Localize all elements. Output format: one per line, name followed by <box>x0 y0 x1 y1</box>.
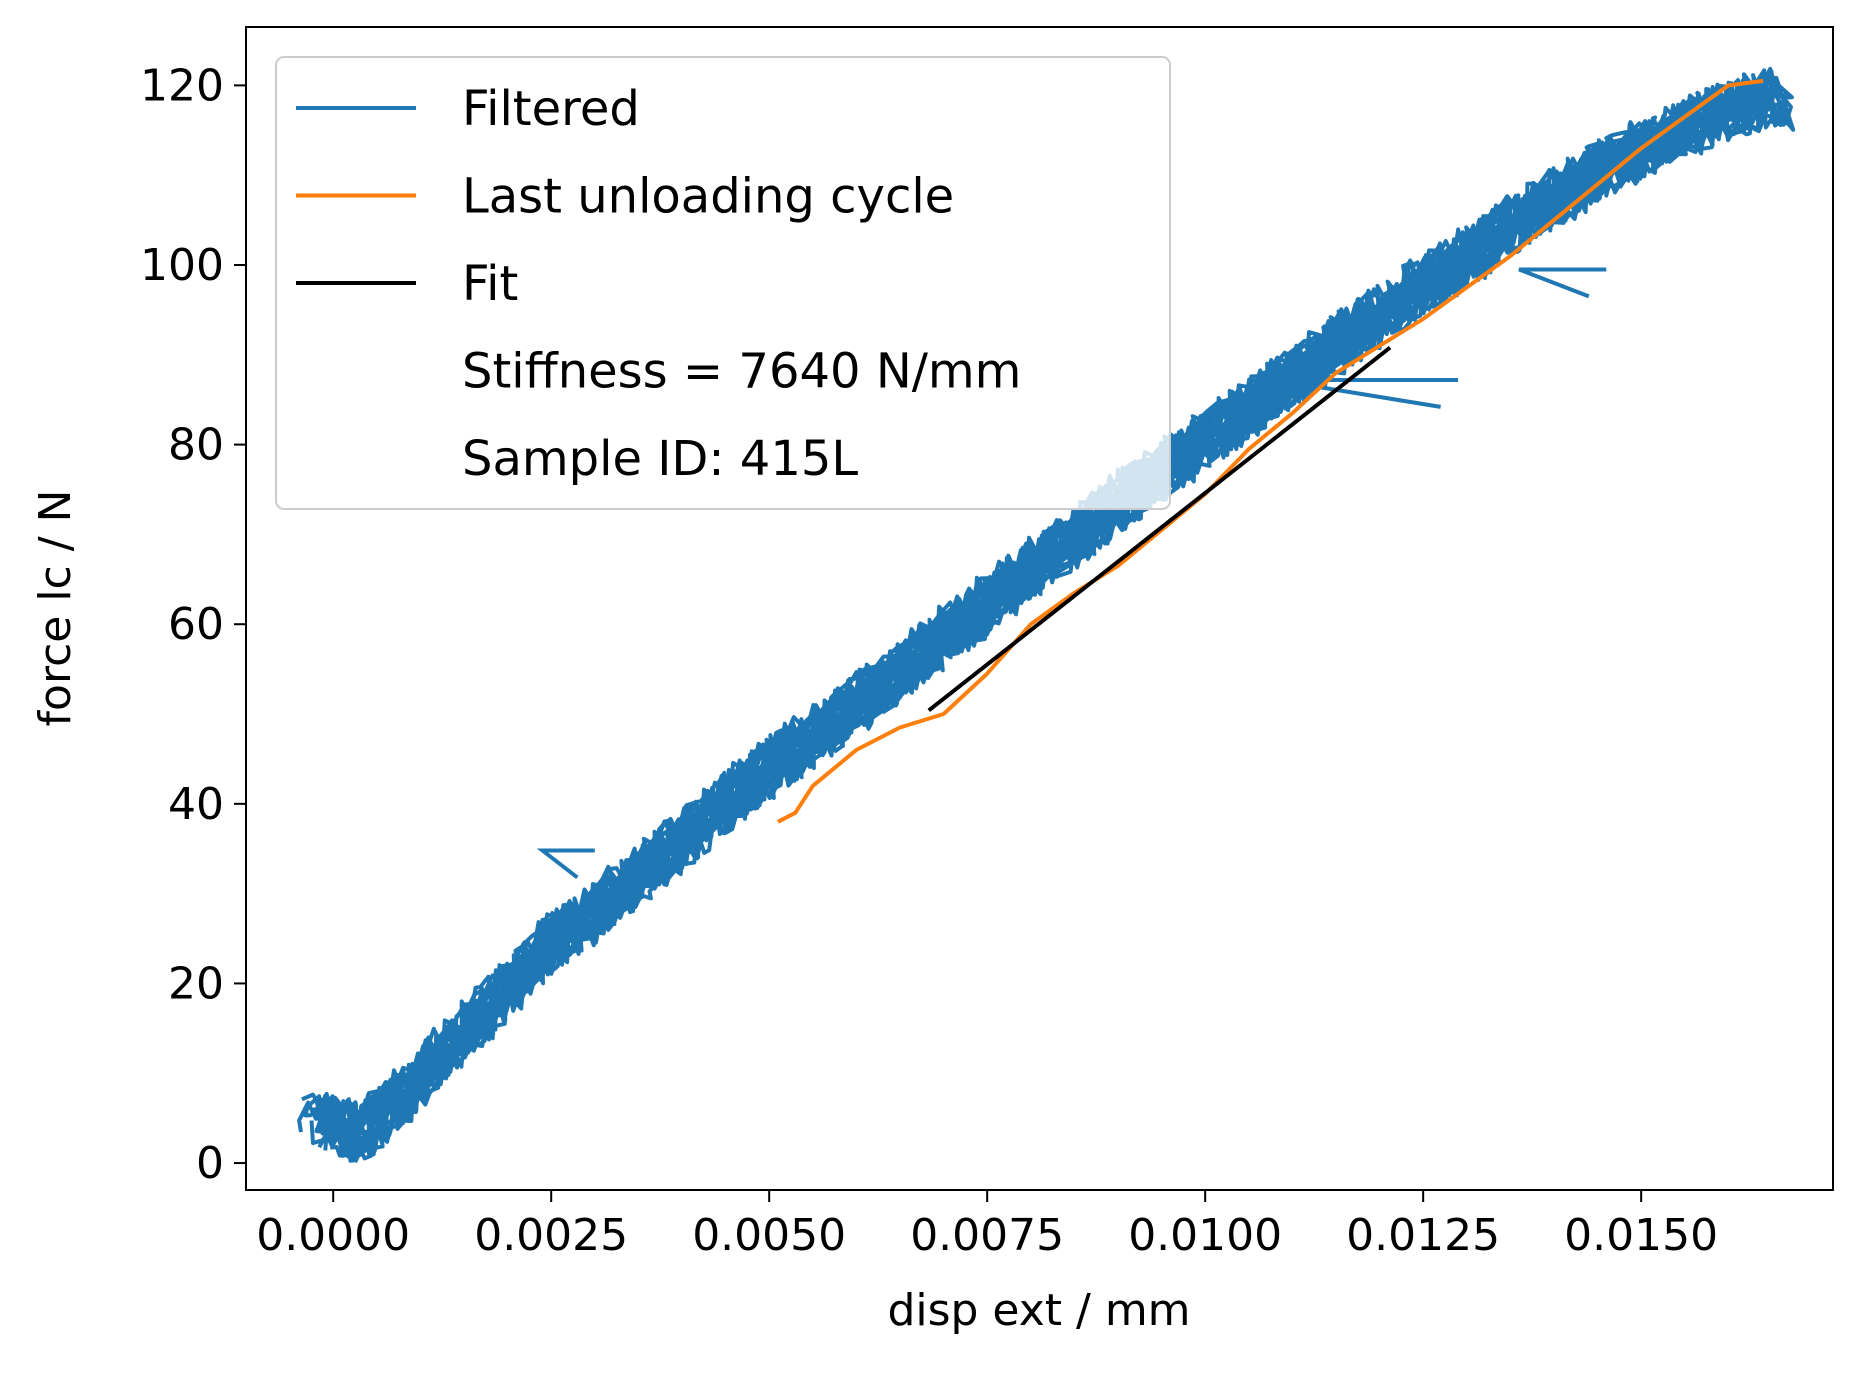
y-tick-label: 60 <box>168 599 224 650</box>
x-tick-label: 0.0100 <box>1128 1210 1282 1261</box>
x-tick-label: 0.0150 <box>1564 1210 1718 1261</box>
x-tick-label: 0.0125 <box>1346 1210 1500 1261</box>
x-axis-label: disp ext / mm <box>887 1285 1190 1336</box>
legend-label: Filtered <box>462 81 640 137</box>
y-axis-label: force lc / N <box>30 490 81 727</box>
filtered-spike-line <box>536 848 595 880</box>
legend-label: Sample ID: 415L <box>462 431 858 487</box>
fit-layer <box>927 346 1392 713</box>
x-tick-label: 0.0050 <box>692 1210 846 1261</box>
legend-label: Last unloading cycle <box>462 169 954 225</box>
y-tick-label: 40 <box>168 779 224 830</box>
filtered-cycle-line <box>332 69 1796 1156</box>
y-tick-label: 80 <box>168 420 224 471</box>
filtered-spike-line <box>1518 267 1607 299</box>
last-unloading-line <box>776 78 1764 824</box>
fit-line <box>927 346 1392 713</box>
legend-label: Fit <box>462 256 518 312</box>
x-tick-label: 0.0075 <box>910 1210 1064 1261</box>
y-tick-label: 120 <box>140 60 224 111</box>
x-tick-label: 0.0000 <box>256 1210 410 1261</box>
x-tick-label: 0.0025 <box>474 1210 628 1261</box>
legend-label: Stiffness = 7640 N/mm <box>462 344 1021 400</box>
plot-area <box>297 66 1796 1163</box>
y-tick-label: 100 <box>140 240 224 291</box>
filtered-spike-line <box>1274 377 1459 409</box>
axes-frame <box>245 26 1834 1191</box>
y-tick-label: 20 <box>168 958 224 1009</box>
y-tick-label: 0 <box>196 1138 224 1189</box>
legend-box <box>275 56 1171 510</box>
x-axis-ticks: 0.0000 0.0025 0.0050 0.0075 0.0100 0.0125 0.01… <box>256 1190 1718 1261</box>
y-axis-ticks: 0 20 40 60 80 100 120 <box>140 60 246 1189</box>
legend: Filtered Last unloading cycle Fit Stiffness… <box>275 56 1171 510</box>
